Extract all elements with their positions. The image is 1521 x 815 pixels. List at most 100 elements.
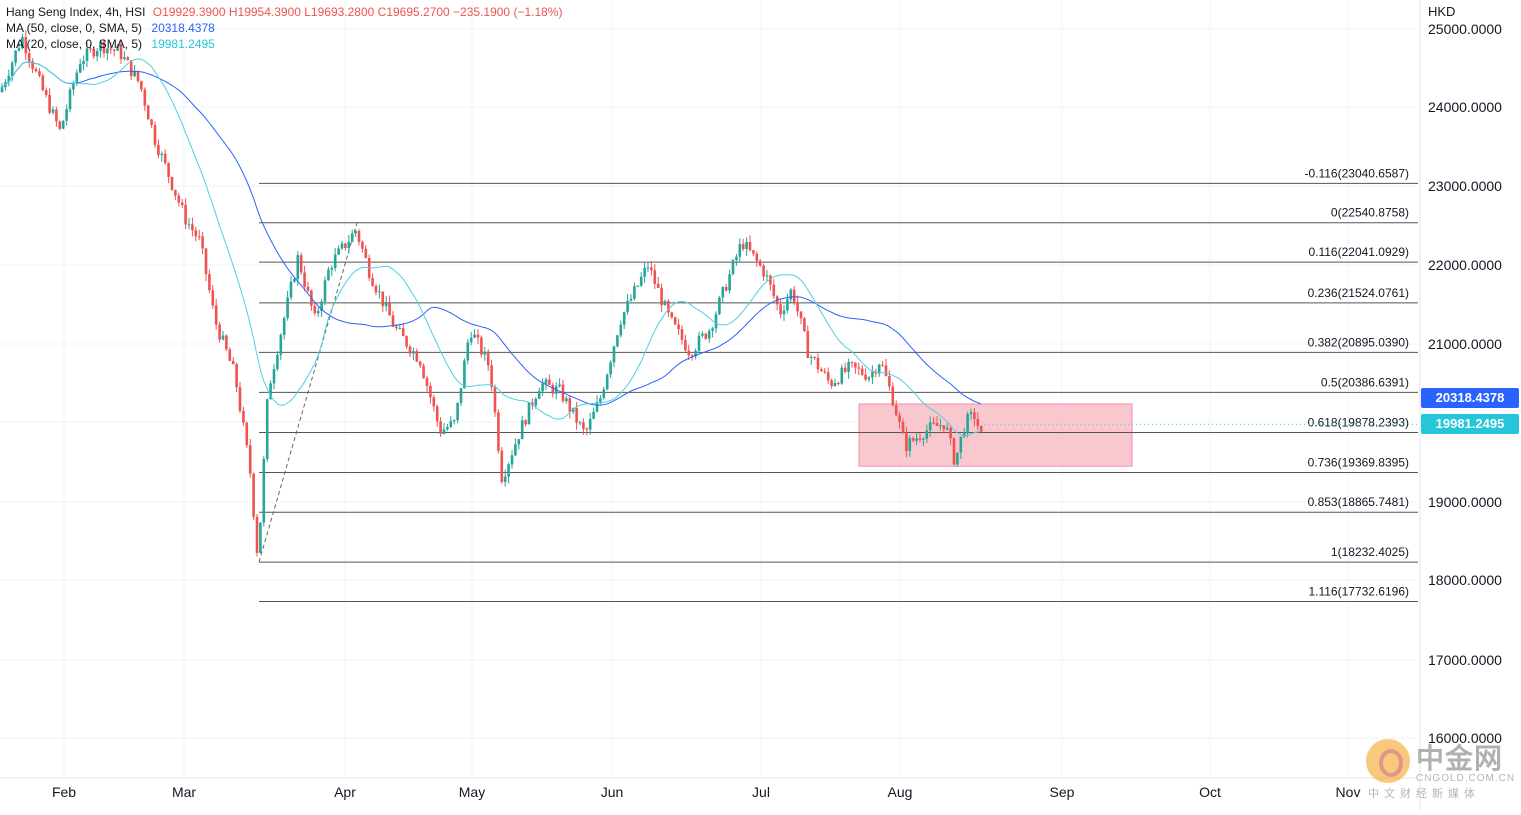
fib-level-label: 0.853(18865.7481) bbox=[1308, 495, 1409, 509]
candle-body bbox=[514, 444, 517, 456]
candle-body bbox=[728, 274, 731, 291]
candle-body bbox=[575, 407, 578, 423]
candle-body bbox=[82, 60, 85, 65]
candle-body bbox=[157, 144, 160, 156]
candle-body bbox=[816, 357, 820, 370]
candle-body bbox=[949, 427, 952, 439]
candle-body bbox=[313, 305, 317, 314]
candle-body bbox=[663, 301, 667, 306]
candle-body bbox=[99, 41, 102, 52]
candle-body bbox=[510, 455, 514, 465]
candle-body bbox=[364, 248, 368, 258]
cngold-logo-icon bbox=[1366, 739, 1410, 783]
candle-body bbox=[605, 374, 609, 390]
candle-body bbox=[85, 48, 89, 61]
candle-body bbox=[463, 360, 466, 389]
candle-body bbox=[932, 422, 935, 424]
candle-body bbox=[126, 57, 130, 61]
ma50-line bbox=[1, 61, 982, 406]
candle-body bbox=[340, 243, 344, 249]
candle-body bbox=[473, 334, 476, 338]
candle-body bbox=[208, 274, 211, 291]
candle-body bbox=[303, 272, 306, 287]
candle-body bbox=[27, 53, 31, 62]
candle-body bbox=[894, 405, 898, 416]
candle-body bbox=[595, 402, 599, 412]
candle-body bbox=[357, 230, 361, 242]
candle-body bbox=[116, 46, 119, 51]
candle-body bbox=[565, 398, 568, 402]
candle-body bbox=[265, 399, 269, 460]
candle-body bbox=[493, 387, 497, 413]
candle-body bbox=[259, 522, 262, 553]
candle-body bbox=[78, 64, 82, 73]
candle-body bbox=[21, 37, 24, 49]
candle-body bbox=[653, 270, 657, 284]
candle-body bbox=[922, 438, 925, 440]
candle-body bbox=[381, 291, 385, 307]
candle-body bbox=[979, 425, 983, 432]
candle-body bbox=[820, 369, 823, 372]
legend-ma50-label[interactable]: MA (50, close, 0, SMA, 5) bbox=[6, 21, 143, 35]
candle-body bbox=[272, 369, 276, 384]
legend-ma20-label[interactable]: MA (20, close, 0, SMA, 5) bbox=[6, 37, 143, 51]
candle-body bbox=[432, 397, 436, 407]
candle-body bbox=[412, 351, 415, 354]
candle-body bbox=[976, 418, 980, 426]
candle-body bbox=[854, 362, 857, 368]
candle-body bbox=[17, 48, 21, 51]
candle-body bbox=[354, 230, 357, 234]
candle-body bbox=[507, 464, 510, 477]
candle-body bbox=[850, 361, 854, 363]
y-tick-label: 18000.0000 bbox=[1428, 572, 1502, 588]
candle-body bbox=[704, 333, 708, 339]
candle-body bbox=[269, 383, 272, 400]
candle-body bbox=[973, 412, 976, 419]
candle-body bbox=[187, 224, 191, 226]
candle-body bbox=[486, 351, 490, 366]
fib-level-label: 0.5(20386.6391) bbox=[1321, 375, 1409, 389]
candle-body bbox=[959, 436, 963, 453]
candle-body bbox=[51, 109, 55, 113]
candle-body bbox=[282, 317, 286, 335]
candle-body bbox=[660, 287, 663, 306]
candle-body bbox=[541, 383, 544, 392]
candle-body bbox=[316, 311, 320, 314]
watermark: 中金网 CNGOLD.COM.CN 中文财经新媒体 bbox=[1366, 737, 1516, 801]
candle-body bbox=[646, 267, 650, 269]
candle-body bbox=[962, 432, 966, 437]
candle-body bbox=[34, 69, 38, 72]
candle-body bbox=[446, 426, 449, 430]
candle-body bbox=[201, 236, 204, 249]
candle-body bbox=[779, 304, 782, 315]
candle-body bbox=[480, 337, 483, 355]
candle-body bbox=[928, 422, 932, 431]
x-tick-label: Oct bbox=[1199, 784, 1221, 800]
candle-body bbox=[177, 195, 181, 203]
candle-body bbox=[626, 300, 629, 313]
candle-body bbox=[371, 277, 374, 286]
legend-symbol[interactable]: Hang Seng Index, 4h, HSI bbox=[6, 5, 146, 19]
candle-body bbox=[690, 355, 694, 357]
candle-body bbox=[14, 50, 17, 63]
candle-body bbox=[803, 318, 806, 332]
candle-body bbox=[901, 421, 905, 434]
candle-body bbox=[769, 275, 772, 285]
candle-body bbox=[874, 371, 878, 374]
candle-body bbox=[792, 289, 796, 303]
candle-body bbox=[211, 290, 215, 306]
candle-body bbox=[633, 286, 636, 299]
candle-body bbox=[891, 386, 895, 406]
x-tick-label: Jun bbox=[601, 784, 624, 800]
candle-body bbox=[898, 415, 901, 422]
candle-body bbox=[524, 420, 527, 425]
candle-body bbox=[714, 314, 718, 329]
x-tick-label: May bbox=[459, 784, 485, 800]
y-tick-label: 21000.0000 bbox=[1428, 336, 1502, 352]
candle-body bbox=[320, 301, 323, 312]
candle-body bbox=[813, 356, 816, 358]
candle-body bbox=[718, 297, 721, 315]
x-tick-label: Sep bbox=[1050, 784, 1075, 800]
